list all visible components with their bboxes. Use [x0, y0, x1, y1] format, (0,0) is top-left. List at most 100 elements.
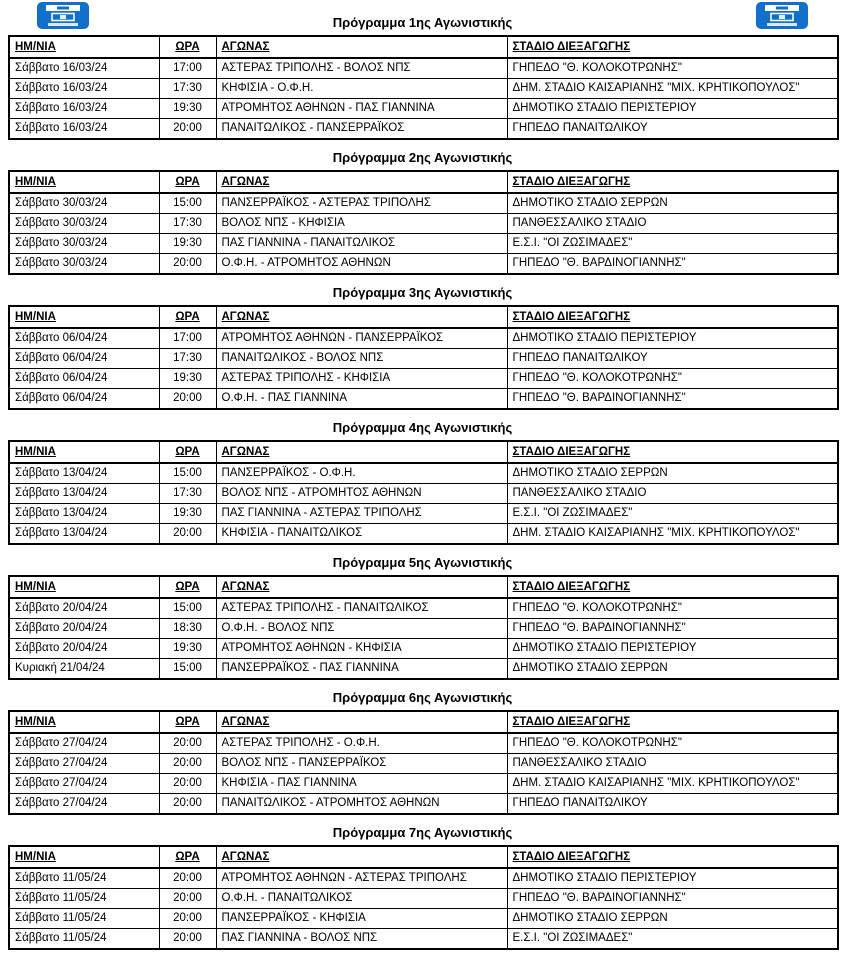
cell-time: 17:30: [158, 213, 217, 234]
matchday-title: Πρόγραμμα 5ης Αγωνιστικής: [332, 555, 513, 570]
cell-date: Σάββατο 13/04/24: [8, 523, 160, 545]
matchday-section: Πρόγραμμα 5ης Αγωνιστικής ΗΜ/ΝΙΑ ΩΡΑ ΑΓΩ…: [0, 556, 845, 680]
matchday-title: Πρόγραμμα 7ης Αγωνιστικής: [332, 825, 513, 840]
column-header-match: ΑΓΩΝΑΣ: [215, 710, 508, 734]
column-header-date: ΗΜ/ΝΙΑ: [8, 575, 160, 599]
cell-match: ΠΑΣ ΓΙΑΝΝΙΝΑ - ΠΑΝΑΙΤΩΛΙΚΟΣ: [215, 233, 508, 254]
cell-date: Σάββατο 20/04/24: [8, 618, 160, 639]
cell-date: Σάββατο 30/03/24: [8, 192, 160, 214]
cell-date: Σάββατο 16/03/24: [8, 78, 160, 99]
cell-venue: ΓΗΠΕΔΟ ΠΑΝΑΙΤΩΛΙΚΟΥ: [506, 348, 839, 369]
cell-time: 17:30: [158, 78, 217, 99]
cell-match: ΠΑΣ ΓΙΑΝΝΙΝΑ - ΑΣΤΕΡΑΣ ΤΡΙΠΟΛΗΣ: [215, 503, 508, 524]
cell-date: Σάββατο 13/04/24: [8, 503, 160, 524]
cell-time: 20:00: [158, 253, 217, 275]
column-header-time: ΩΡΑ: [158, 845, 217, 869]
schedule-table: ΗΜ/ΝΙΑ ΩΡΑ ΑΓΩΝΑΣ ΣΤΑΔΙΟ ΔΙΕΞΑΓΩΓΗΣ Σάββ…: [8, 575, 839, 680]
table-row: Σάββατο 06/04/24 17:00 ΑΤΡΟΜΗΤΟΣ ΑΘΗΝΩΝ - …: [8, 327, 839, 349]
cell-venue: ΠΑΝΘΕΣΣΑΛΙΚΟ ΣΤΑΔΙΟ: [506, 483, 839, 504]
cell-time: 15:00: [158, 462, 217, 484]
cell-time: 20:00: [158, 867, 217, 889]
schedule-table: ΗΜ/ΝΙΑ ΩΡΑ ΑΓΩΝΑΣ ΣΤΑΔΙΟ ΔΙΕΞΑΓΩΓΗΣ Σάββ…: [8, 710, 839, 815]
column-header-time: ΩΡΑ: [158, 170, 217, 194]
table-row: Σάββατο 30/03/24 20:00 Ο.Φ.Η. - ΑΤΡΟΜΗΤΟΣ …: [8, 253, 839, 275]
column-header-match: ΑΓΩΝΑΣ: [215, 575, 508, 599]
cell-venue: Ε.Σ.Ι. "ΟΙ ΖΩΣΙΜΑΔΕΣ": [506, 928, 839, 950]
cell-time: 20:00: [158, 908, 217, 929]
cell-match: ΑΣΤΕΡΑΣ ΤΡΙΠΟΛΗΣ - ΠΑΝΑΙΤΩΛΙΚΟΣ: [215, 597, 508, 619]
column-header-venue: ΣΤΑΔΙΟ ΔΙΕΞΑΓΩΓΗΣ: [506, 710, 839, 734]
cell-date: Σάββατο 13/04/24: [8, 483, 160, 504]
cell-match: ΑΤΡΟΜΗΤΟΣ ΑΘΗΝΩΝ - ΠΑΣ ΓΙΑΝΝΙΝΑ: [215, 98, 508, 119]
cell-date: Σάββατο 30/03/24: [8, 233, 160, 254]
cell-venue: Ε.Σ.Ι. "ΟΙ ΖΩΣΙΜΑΔΕΣ": [506, 233, 839, 254]
table-row: Σάββατο 30/03/24 15:00 ΠΑΝΣΕΡΡΑΪΚΟΣ - ΑΣΤΕ…: [8, 192, 839, 214]
cell-time: 20:00: [158, 118, 217, 140]
cell-venue: ΓΗΠΕΔΟ "Θ. ΚΟΛΟΚΟΤΡΩΝΗΣ": [506, 597, 839, 619]
matchday-title: Πρόγραμμα 1ης Αγωνιστικής: [332, 15, 513, 30]
cell-venue: ΔΗΜΟΤΙΚΟ ΣΤΑΔΙΟ ΣΕΡΡΩΝ: [506, 908, 839, 929]
column-header-date: ΗΜ/ΝΙΑ: [8, 305, 160, 329]
cell-time: 15:00: [158, 597, 217, 619]
cell-match: ΠΑΝΣΕΡΡΑΪΚΟΣ - ΠΑΣ ΓΙΑΝΝΙΝΑ: [215, 658, 508, 680]
cell-match: ΠΑΝΑΙΤΩΛΙΚΟΣ - ΠΑΝΣΕΡΡΑΪΚΟΣ: [215, 118, 508, 140]
cell-venue: ΓΗΠΕΔΟ "Θ. ΒΑΡΔΙΝΟΓΙΑΝΝΗΣ": [506, 253, 839, 275]
cell-venue: ΔΗΜΟΤΙΚΟ ΣΤΑΔΙΟ ΠΕΡΙΣΤΕΡΙΟΥ: [506, 98, 839, 119]
cell-time: 20:00: [158, 928, 217, 950]
cell-match: ΑΤΡΟΜΗΤΟΣ ΑΘΗΝΩΝ - ΑΣΤΕΡΑΣ ΤΡΙΠΟΛΗΣ: [215, 867, 508, 889]
table-row: Σάββατο 06/04/24 20:00 Ο.Φ.Η. - ΠΑΣ ΓΙΑΝΝΙ…: [8, 388, 839, 410]
table-row: Σάββατο 11/05/24 20:00 ΠΑΣ ΓΙΑΝΝΙΝΑ - ΒΟΛΟ…: [8, 928, 839, 950]
cell-date: Σάββατο 30/03/24: [8, 213, 160, 234]
cell-date: Σάββατο 11/05/24: [8, 888, 160, 909]
column-header-time: ΩΡΑ: [158, 305, 217, 329]
cell-match: ΠΑΣ ΓΙΑΝΝΙΝΑ - ΒΟΛΟΣ ΝΠΣ: [215, 928, 508, 950]
column-header-match: ΑΓΩΝΑΣ: [215, 170, 508, 194]
cell-match: ΚΗΦΙΣΙΑ - ΠΑΝΑΙΤΩΛΙΚΟΣ: [215, 523, 508, 545]
cell-match: ΑΤΡΟΜΗΤΟΣ ΑΘΗΝΩΝ - ΠΑΝΣΕΡΡΑΪΚΟΣ: [215, 327, 508, 349]
cell-venue: ΔΗΜΟΤΙΚΟ ΣΤΑΔΙΟ ΠΕΡΙΣΤΕΡΙΟΥ: [506, 327, 839, 349]
table-row: Σάββατο 16/03/24 17:00 ΑΣΤΕΡΑΣ ΤΡΙΠΟΛΗΣ - …: [8, 57, 839, 79]
cell-time: 18:30: [158, 618, 217, 639]
header-row: ΗΜ/ΝΙΑ ΩΡΑ ΑΓΩΝΑΣ ΣΤΑΔΙΟ ΔΙΕΞΑΓΩΓΗΣ: [8, 845, 839, 869]
column-header-venue: ΣΤΑΔΙΟ ΔΙΕΞΑΓΩΓΗΣ: [506, 305, 839, 329]
cell-venue: ΔΗΜΟΤΙΚΟ ΣΤΑΔΙΟ ΣΕΡΡΩΝ: [506, 658, 839, 680]
table-row: Σάββατο 06/04/24 19:30 ΑΣΤΕΡΑΣ ΤΡΙΠΟΛΗΣ - …: [8, 368, 839, 389]
matchday-section: Πρόγραμμα 4ης Αγωνιστικής ΗΜ/ΝΙΑ ΩΡΑ ΑΓΩ…: [0, 421, 845, 545]
matchday-title: Πρόγραμμα 3ης Αγωνιστικής: [332, 285, 513, 300]
cell-venue: ΠΑΝΘΕΣΣΑΛΙΚΟ ΣΤΑΔΙΟ: [506, 753, 839, 774]
column-header-date: ΗΜ/ΝΙΑ: [8, 845, 160, 869]
cell-match: ΒΟΛΟΣ ΝΠΣ - ΑΤΡΟΜΗΤΟΣ ΑΘΗΝΩΝ: [215, 483, 508, 504]
cell-match: Ο.Φ.Η. - ΠΑΝΑΙΤΩΛΙΚΟΣ: [215, 888, 508, 909]
column-header-match: ΑΓΩΝΑΣ: [215, 440, 508, 464]
matchday-section: Πρόγραμμα 6ης Αγωνιστικής ΗΜ/ΝΙΑ ΩΡΑ ΑΓΩ…: [0, 691, 845, 815]
cell-time: 19:30: [158, 98, 217, 119]
matchday-section: Πρόγραμμα 2ης Αγωνιστικής ΗΜ/ΝΙΑ ΩΡΑ ΑΓΩ…: [0, 151, 845, 275]
table-row: Σάββατο 20/04/24 18:30 Ο.Φ.Η. - ΒΟΛΟΣ ΝΠΣ Γ…: [8, 618, 839, 639]
cell-time: 20:00: [158, 773, 217, 794]
cell-date: Σάββατο 06/04/24: [8, 348, 160, 369]
cell-venue: ΔΗΜΟΤΙΚΟ ΣΤΑΔΙΟ ΣΕΡΡΩΝ: [506, 462, 839, 484]
cell-match: ΚΗΦΙΣΙΑ - Ο.Φ.Η.: [215, 78, 508, 99]
cell-time: 20:00: [158, 388, 217, 410]
matchday-title: Πρόγραμμα 4ης Αγωνιστικής: [332, 420, 513, 435]
cell-date: Σάββατο 27/04/24: [8, 793, 160, 815]
cell-venue: ΓΗΠΕΔΟ "Θ. ΚΟΛΟΚΟΤΡΩΝΗΣ": [506, 368, 839, 389]
cell-match: ΒΟΛΟΣ ΝΠΣ - ΠΑΝΣΕΡΡΑΪΚΟΣ: [215, 753, 508, 774]
cell-match: Ο.Φ.Η. - ΠΑΣ ΓΙΑΝΝΙΝΑ: [215, 388, 508, 410]
cell-time: 15:00: [158, 658, 217, 680]
table-row: Σάββατο 06/04/24 17:30 ΠΑΝΑΙΤΩΛΙΚΟΣ - ΒΟΛΟ…: [8, 348, 839, 369]
cell-time: 20:00: [158, 523, 217, 545]
matchday-section: Πρόγραμμα 7ης Αγωνιστικής ΗΜ/ΝΙΑ ΩΡΑ ΑΓΩ…: [0, 826, 845, 950]
cell-match: ΠΑΝΣΕΡΡΑΪΚΟΣ - ΑΣΤΕΡΑΣ ΤΡΙΠΟΛΗΣ: [215, 192, 508, 214]
column-header-date: ΗΜ/ΝΙΑ: [8, 170, 160, 194]
column-header-venue: ΣΤΑΔΙΟ ΔΙΕΞΑΓΩΓΗΣ: [506, 845, 839, 869]
table-row: Σάββατο 16/03/24 20:00 ΠΑΝΑΙΤΩΛΙΚΟΣ - ΠΑΝΣ…: [8, 118, 839, 140]
column-header-venue: ΣΤΑΔΙΟ ΔΙΕΞΑΓΩΓΗΣ: [506, 35, 839, 59]
table-row: Σάββατο 30/03/24 17:30 ΒΟΛΟΣ ΝΠΣ - ΚΗΦΙΣΙΑ…: [8, 213, 839, 234]
column-header-match: ΑΓΩΝΑΣ: [215, 35, 508, 59]
cell-venue: ΔΗΜΟΤΙΚΟ ΣΤΑΔΙΟ ΠΕΡΙΣΤΕΡΙΟΥ: [506, 638, 839, 659]
league-logo-icon: [37, 2, 89, 29]
cell-match: ΠΑΝΣΕΡΡΑΪΚΟΣ - ΚΗΦΙΣΙΑ: [215, 908, 508, 929]
matchday-title: Πρόγραμμα 6ης Αγωνιστικής: [332, 690, 513, 705]
